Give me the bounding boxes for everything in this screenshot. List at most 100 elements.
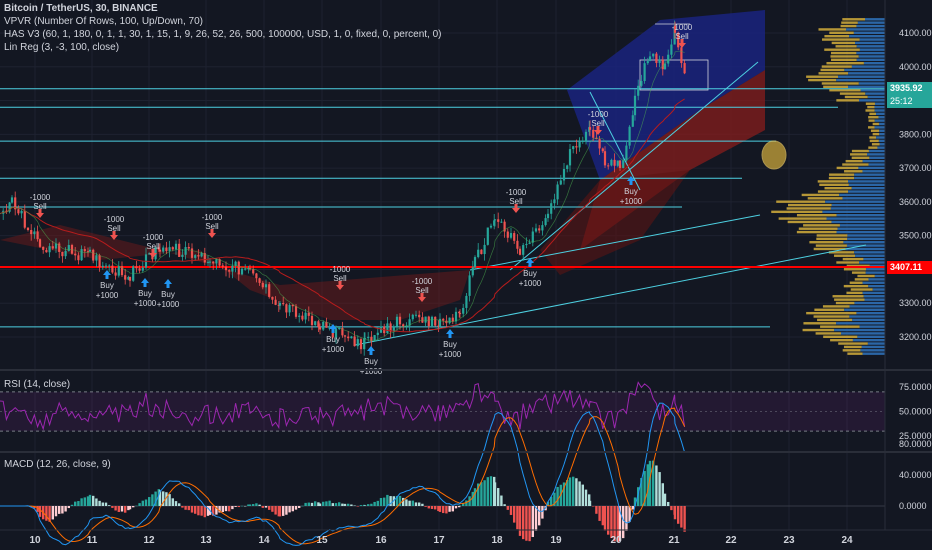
macd-histogram-bar xyxy=(343,503,347,506)
macd-histogram-bar xyxy=(513,506,516,523)
linreg-legend[interactable]: Lin Reg (3, -3, 100, close) xyxy=(4,42,120,53)
macd-histogram-bar xyxy=(398,495,402,506)
macd-histogram-bar xyxy=(278,506,282,517)
macd-histogram-bar xyxy=(465,500,468,506)
candle-body xyxy=(120,266,124,276)
candle-body xyxy=(95,255,98,261)
candle-body xyxy=(592,129,595,138)
buy-amount: +1000 xyxy=(96,291,119,300)
volume-bar-sell xyxy=(817,190,849,193)
candle-body xyxy=(500,221,503,223)
candle-body xyxy=(271,296,274,300)
volume-bar-sell xyxy=(872,132,880,136)
volume-bar-sell xyxy=(830,51,857,55)
sell-label: Sell xyxy=(33,202,47,211)
sell-label: Sell xyxy=(415,286,429,295)
sell-amount: -1000 xyxy=(412,277,433,286)
candlesticks xyxy=(0,20,686,356)
candle-body xyxy=(534,228,538,232)
rsi-band xyxy=(0,391,885,432)
macd-histogram-bar xyxy=(414,502,418,506)
candle-body xyxy=(212,261,215,264)
candle-body xyxy=(67,244,70,251)
candle-body xyxy=(171,247,174,250)
sell-amount: -1000 xyxy=(330,265,351,274)
macd-histogram-bar xyxy=(383,497,386,506)
volume-bar-buy xyxy=(836,214,885,217)
macd-histogram-bar xyxy=(646,464,649,506)
symbol-title[interactable]: Bitcoin / TetherUS, 30, BINANCE xyxy=(4,3,158,14)
macd-histogram-bar xyxy=(274,506,277,515)
macd-histogram-bar xyxy=(334,503,338,506)
candle-body xyxy=(10,197,14,203)
macd-histogram-bar xyxy=(613,506,616,542)
volume-bar-sell xyxy=(843,345,862,349)
candle-body xyxy=(356,339,359,347)
candle-body xyxy=(677,32,680,48)
macd-histogram-bar xyxy=(637,487,640,506)
volume-bar-sell xyxy=(857,274,875,278)
macd-histogram-bar xyxy=(318,503,322,506)
candle-body xyxy=(607,165,610,167)
candle-body xyxy=(36,231,39,240)
candle-body xyxy=(343,335,347,337)
candle-body xyxy=(578,141,581,148)
candle-body xyxy=(288,304,291,313)
volume-bar-sell xyxy=(821,65,852,68)
sell-label: Sell xyxy=(591,119,605,128)
volume-bar-buy xyxy=(848,72,885,75)
moving-average-slow xyxy=(0,98,685,333)
candle-body xyxy=(525,243,528,246)
sell-arrow xyxy=(594,126,602,135)
candle-body xyxy=(430,316,434,327)
volume-bar-sell xyxy=(829,31,854,34)
buy-amount: +1000 xyxy=(439,350,462,359)
candle-body xyxy=(264,284,268,288)
volume-bar-buy xyxy=(859,48,885,51)
volume-bar-sell xyxy=(806,75,839,78)
macd-histogram-bar xyxy=(503,504,506,506)
volume-bar-buy xyxy=(854,173,885,176)
candle-body xyxy=(506,231,509,238)
volume-bar-sell xyxy=(817,180,849,183)
candle-body xyxy=(473,257,477,268)
macd-histogram-bar xyxy=(197,506,200,516)
macd-pane xyxy=(0,402,885,546)
macd-histogram-bar xyxy=(162,491,165,506)
rsi-axis-label: 25.0000 xyxy=(899,431,932,441)
pane-dividers[interactable] xyxy=(0,0,932,531)
volume-bar-sell xyxy=(819,183,849,186)
candle-body xyxy=(386,323,389,334)
buy-arrow xyxy=(446,329,454,338)
macd-histogram-bar xyxy=(633,497,637,506)
vpvr-legend[interactable]: VPVR (Number Of Rows, 100, Up/Down, 70) xyxy=(4,16,203,27)
has-legend[interactable]: HAS V3 (60, 1, 180, 0, 1, 1, 30, 1, 15, … xyxy=(4,29,442,40)
volume-bar-buy xyxy=(848,183,885,186)
price-axis-label: 3800.00 xyxy=(899,129,932,139)
candle-body xyxy=(138,268,141,271)
macd-histogram-bar xyxy=(144,499,148,506)
macd-histogram-bar xyxy=(237,506,240,508)
macd-histogram-bar xyxy=(325,501,328,506)
buy-amount: +1000 xyxy=(519,279,542,288)
candle-body xyxy=(648,56,652,62)
candle-body xyxy=(516,240,519,249)
candle-body xyxy=(48,246,51,253)
candle-body xyxy=(307,312,310,316)
rsi-legend[interactable]: RSI (14, close) xyxy=(4,379,71,390)
volume-bar-buy xyxy=(858,55,885,58)
candle-body xyxy=(646,61,649,64)
macd-histogram-bar xyxy=(663,493,667,506)
volume-bar-buy xyxy=(869,156,885,159)
macd-legend[interactable]: MACD (12, 26, close, 9) xyxy=(4,459,111,470)
macd-histogram-bar xyxy=(45,506,48,521)
macd-histogram-bar xyxy=(314,501,317,506)
macd-histogram-bar xyxy=(252,504,255,506)
candle-body xyxy=(458,313,462,315)
sell-label: Sell xyxy=(509,197,523,206)
candle-body xyxy=(398,316,402,325)
macd-histogram-bar xyxy=(486,477,489,506)
macd-histogram-bar xyxy=(568,477,572,506)
macd-histogram-bar xyxy=(395,495,399,506)
